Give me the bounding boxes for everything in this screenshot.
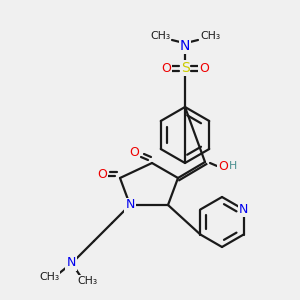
Text: CH₃: CH₃ [200, 31, 220, 41]
Text: O: O [97, 167, 107, 181]
Text: S: S [181, 61, 189, 75]
Text: O: O [129, 146, 139, 160]
Text: N: N [239, 203, 248, 216]
Text: H: H [229, 161, 237, 171]
Text: N: N [66, 256, 76, 269]
Text: CH₃: CH₃ [39, 272, 59, 282]
Text: CH₃: CH₃ [150, 31, 170, 41]
Text: O: O [199, 61, 209, 74]
Text: N: N [180, 39, 190, 53]
Text: N: N [125, 199, 135, 212]
Text: CH₃: CH₃ [77, 276, 97, 286]
Text: O: O [161, 61, 171, 74]
Text: O: O [218, 160, 228, 172]
